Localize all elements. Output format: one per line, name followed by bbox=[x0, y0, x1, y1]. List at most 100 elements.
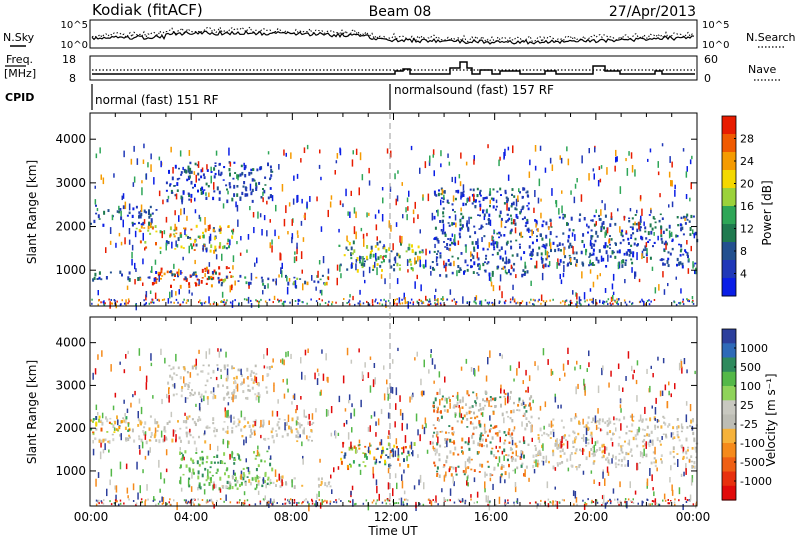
x-tick-label-0000: 00:00 bbox=[74, 510, 109, 524]
power-echo-region-9 bbox=[92, 270, 217, 282]
cpid-segment-1: normal (fast) 151 RF bbox=[95, 93, 219, 107]
power-colorbar-swatch-3 bbox=[722, 152, 736, 171]
noise-left-label: N.Sky bbox=[3, 31, 35, 44]
power-echo-region-6 bbox=[338, 240, 425, 273]
power-echo-region-8 bbox=[530, 213, 699, 269]
freq-left-label-line2: [MHz] bbox=[4, 67, 36, 80]
velocity-colorbar-tick-label-6: -100 bbox=[740, 437, 765, 450]
freq-left-tick-top: 18 bbox=[62, 53, 76, 66]
x-tick-label-2000: 20:00 bbox=[574, 510, 609, 524]
noise-right-tick-top: 10^5 bbox=[702, 20, 729, 31]
power-colorbar-swatch-2 bbox=[722, 134, 736, 153]
power-colorbar-swatch-8 bbox=[722, 242, 736, 261]
velocity-ylabel: Slant Range [km] bbox=[25, 360, 39, 464]
power-colorbar-tick-label-5: 12 bbox=[740, 223, 754, 236]
power-colorbar-label: Power [dB] bbox=[760, 180, 774, 245]
noise-search-dotted-line bbox=[91, 26, 695, 43]
velocity-colorbar-tick-label-4: 25 bbox=[740, 399, 754, 412]
power-colorbar-swatch-1 bbox=[722, 116, 736, 135]
x-axis-label: Time UT bbox=[367, 524, 418, 538]
noise-right-tick-bottom: 10^0 bbox=[702, 40, 729, 51]
power-sparse-echoes bbox=[94, 143, 697, 311]
velocity-colorbar-swatch-9 bbox=[722, 443, 736, 458]
velocity-colorbar-tick-label-7: -500 bbox=[740, 456, 765, 469]
freq-left-tick-bottom: 8 bbox=[69, 72, 76, 85]
noise-left-tick-top: 10^5 bbox=[61, 20, 88, 31]
cpid-label: CPID bbox=[5, 91, 34, 104]
power-colorbar-tick-label-2: 24 bbox=[740, 155, 754, 168]
power-colorbar-tick-label-4: 16 bbox=[740, 200, 754, 213]
power-echo-region-3 bbox=[151, 266, 233, 289]
noise-sky-line bbox=[91, 29, 695, 45]
velocity-colorbar-tick-label-2: 500 bbox=[740, 361, 761, 374]
velocity-colorbar-swatch-11 bbox=[722, 471, 736, 487]
power-y-tick-label-4000: 4000 bbox=[55, 132, 86, 146]
velocity-colorbar-swatch-1 bbox=[722, 329, 736, 344]
velocity-colorbar-swatch-6 bbox=[722, 400, 736, 416]
power-echo-region-7 bbox=[431, 187, 532, 278]
power-y-axis: 1000 2000 3000 4000 bbox=[55, 113, 698, 306]
velocity-echo-region-5 bbox=[167, 364, 273, 401]
velocity-near-range-strip bbox=[95, 498, 698, 506]
x-tick-label-0800: 08:00 bbox=[274, 510, 309, 524]
power-ylabel: Slant Range [km] bbox=[25, 160, 39, 264]
velocity-colorbar-swatch-5 bbox=[722, 386, 736, 401]
power-colorbar-swatch-10 bbox=[722, 278, 736, 297]
velocity-colorbar-tick-label-5: -25 bbox=[740, 418, 758, 431]
velocity-colorbar-swatch-4 bbox=[722, 371, 736, 387]
velocity-echo-region-2 bbox=[90, 415, 131, 435]
nave-label: Nave bbox=[748, 63, 776, 76]
cpid-segment-2: normalsound (fast) 157 RF bbox=[394, 83, 554, 97]
freq-right-tick-bottom: 0 bbox=[704, 72, 711, 85]
velocity-colorbar-swatch-3 bbox=[722, 357, 736, 373]
velocity-y-tick-label-4000: 4000 bbox=[55, 336, 86, 350]
noise-left-tick-bottom: 10^0 bbox=[61, 40, 88, 51]
x-tick-label-0400: 04:00 bbox=[174, 510, 209, 524]
power-colorbar-swatch-9 bbox=[722, 260, 736, 279]
velocity-y-axis: 1000 2000 3000 4000 bbox=[55, 317, 698, 506]
velocity-echo-region-4 bbox=[212, 475, 332, 489]
freq-panel-frame bbox=[89, 55, 698, 81]
time-x-axis: 00:00 04:00 08:00 12:00 16:00 20:00 00:0… bbox=[74, 510, 711, 524]
power-y-tick-label-2000: 2000 bbox=[55, 220, 86, 234]
power-colorbar-tick-label-7: 4 bbox=[740, 268, 747, 281]
velocity-echo-region-8 bbox=[530, 415, 699, 470]
velocity-colorbar-swatch-10 bbox=[722, 457, 736, 473]
x-tick-label-2400: 00:00 bbox=[676, 510, 711, 524]
velocity-scatter-data bbox=[90, 347, 699, 512]
velocity-y-tick-label-1000: 1000 bbox=[55, 464, 86, 478]
freq-right-tick-top: 60 bbox=[704, 53, 718, 66]
x-tick-label-1200: 12:00 bbox=[374, 510, 409, 524]
power-colorbar-swatch-6 bbox=[722, 206, 736, 225]
power-echo-region-5 bbox=[165, 161, 274, 204]
velocity-colorbar: 1000 500 100 25 -25 -100 -500 -1000 bbox=[721, 328, 772, 501]
velocity-colorbar-frame bbox=[721, 328, 737, 501]
power-near-range-strip bbox=[91, 298, 695, 306]
nave-step-line bbox=[92, 61, 695, 75]
velocity-echo-region-1 bbox=[90, 415, 315, 445]
velocity-sparse-echoes bbox=[92, 347, 697, 512]
power-colorbar-tick-label-3: 20 bbox=[740, 178, 754, 191]
velocity-colorbar-swatch-2 bbox=[722, 343, 736, 359]
power-colorbar: 28 24 20 16 12 8 4 bbox=[721, 115, 754, 297]
date-title: 27/Apr/2013 bbox=[609, 4, 696, 20]
velocity-y-tick-label-2000: 2000 bbox=[55, 421, 86, 435]
power-scatter-data bbox=[90, 143, 699, 311]
power-colorbar-swatch-4 bbox=[722, 170, 736, 189]
velocity-colorbar-tick-label-3: 100 bbox=[740, 380, 761, 393]
power-colorbar-swatch-7 bbox=[722, 224, 736, 243]
velocity-colorbar-swatch-8 bbox=[722, 428, 736, 444]
power-colorbar-tick-label-1: 28 bbox=[740, 133, 754, 146]
noise-panel-frame bbox=[89, 19, 698, 49]
power-colorbar-swatch-5 bbox=[722, 188, 736, 207]
power-echo-region-2 bbox=[135, 224, 234, 254]
velocity-colorbar-label: Velocity [m s⁻¹] bbox=[764, 373, 778, 466]
x-tick-label-1600: 16:00 bbox=[474, 510, 509, 524]
velocity-colorbar-tick-label-8: -1000 bbox=[740, 475, 772, 488]
power-colorbar-tick-label-6: 8 bbox=[740, 245, 747, 258]
velocity-y-tick-label-3000: 3000 bbox=[55, 378, 86, 392]
noise-right-label: N.Search bbox=[746, 31, 796, 44]
velocity-colorbar-swatch-12 bbox=[722, 485, 736, 501]
